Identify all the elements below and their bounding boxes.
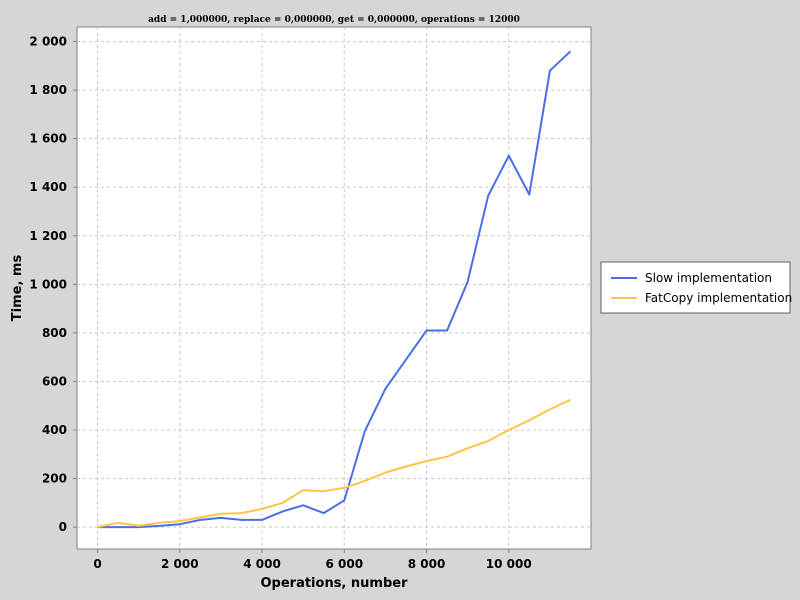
series-layer [97, 50, 572, 529]
y-axis: 0 200 400 600 800 1 000 1 200 1 400 1 600 1 800 2 … [29, 35, 77, 534]
y-tick-label: 800 [42, 326, 67, 340]
series-line-1 [97, 50, 572, 529]
x-tick-label: 10 000 [486, 557, 532, 571]
series-line-2 [97, 398, 571, 529]
legend-label: FatCopy implementation [645, 291, 792, 305]
y-tick-label: 1 600 [29, 132, 67, 146]
legend: Slow implementation FatCopy implementatio… [600, 261, 792, 314]
plot-area [76, 26, 592, 550]
y-tick-label: 0 [59, 520, 67, 534]
y-tick-label: 600 [42, 374, 67, 388]
y-axis-label: Time, ms [10, 255, 25, 322]
chart-title: add = 1,000000, replace = 0,000000, get … [148, 15, 520, 25]
y-tick-label: 2 000 [29, 35, 67, 49]
y-tick-label: 1 200 [29, 229, 67, 243]
x-tick-label: 8 000 [408, 557, 446, 571]
x-axis-label: Operations, number [260, 576, 408, 591]
x-tick-label: 2 000 [161, 557, 199, 571]
legend-label: Slow implementation [645, 271, 772, 285]
x-tick-label: 0 [93, 557, 101, 571]
grid-lines [77, 27, 591, 549]
y-tick-label: 1 000 [29, 277, 67, 291]
x-tick-label: 4 000 [243, 557, 281, 571]
y-tick-label: 1 800 [29, 83, 67, 97]
y-tick-label: 1 400 [29, 180, 67, 194]
y-tick-label: 400 [42, 423, 67, 437]
x-tick-label: 6 000 [325, 557, 363, 571]
x-axis: 0 2 000 4 000 6 000 8 000 10 000 [93, 549, 532, 571]
y-tick-label: 200 [42, 472, 67, 486]
legend-box [600, 261, 791, 314]
